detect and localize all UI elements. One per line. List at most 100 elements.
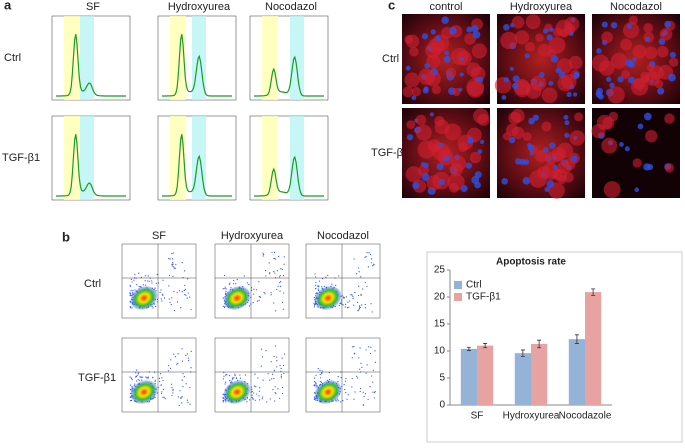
- cell: [569, 130, 585, 146]
- cell: [557, 160, 572, 175]
- nucleus: [421, 173, 430, 181]
- event: [172, 258, 174, 260]
- cell: [525, 14, 541, 30]
- cell: [425, 42, 442, 59]
- event: [154, 397, 156, 399]
- nucleus: [664, 20, 672, 28]
- event: [248, 305, 251, 307]
- event: [130, 399, 132, 402]
- nucleus: [522, 176, 531, 185]
- column-header: Nocodazol: [317, 230, 369, 242]
- event: [252, 398, 254, 400]
- event: [313, 384, 316, 386]
- cell: [631, 78, 649, 96]
- event: [283, 353, 286, 355]
- event: [358, 285, 360, 287]
- event: [144, 280, 146, 282]
- event: [277, 388, 279, 390]
- event: [315, 276, 317, 278]
- event: [282, 275, 285, 277]
- event: [371, 311, 373, 313]
- event: [276, 288, 278, 291]
- event: [374, 350, 376, 352]
- event: [342, 296, 344, 298]
- event: [357, 267, 360, 269]
- column-header: Nocodazol: [610, 1, 662, 13]
- bar: [460, 348, 477, 405]
- event: [283, 292, 285, 294]
- event: [160, 392, 163, 395]
- event: [364, 307, 367, 309]
- nucleus: [668, 73, 676, 82]
- chart-frame: [426, 251, 683, 443]
- cell: [664, 113, 675, 124]
- event: [171, 297, 173, 299]
- event: [189, 403, 191, 405]
- event: [314, 273, 316, 275]
- event: [183, 289, 185, 292]
- event: [136, 369, 138, 371]
- histogram-curve: [162, 34, 232, 97]
- event: [259, 387, 261, 389]
- nucleus: [546, 34, 553, 41]
- nucleus: [523, 159, 530, 165]
- event: [271, 373, 274, 375]
- event: [281, 357, 283, 359]
- event: [319, 373, 321, 376]
- event: [148, 280, 150, 282]
- event: [158, 377, 161, 379]
- nucleus: [524, 53, 530, 59]
- nucleus: [624, 146, 630, 152]
- event: [132, 292, 134, 294]
- y-tick-label: 5: [439, 373, 445, 384]
- event: [353, 258, 355, 260]
- event: [229, 282, 231, 284]
- error-bar: [520, 349, 525, 357]
- event: [243, 275, 245, 277]
- event: [187, 357, 189, 359]
- event: [280, 375, 282, 378]
- event: [156, 273, 158, 276]
- event: [252, 293, 255, 295]
- cell: [548, 36, 566, 54]
- event: [244, 374, 247, 376]
- cell: [529, 170, 548, 188]
- event: [136, 374, 138, 376]
- event: [186, 399, 188, 401]
- event: [359, 305, 361, 307]
- event: [337, 376, 339, 378]
- event: [184, 293, 186, 296]
- error-bar: [574, 334, 579, 344]
- cell: [411, 87, 422, 97]
- row-label: TGF-β1: [78, 372, 116, 384]
- nucleus: [509, 66, 514, 71]
- event: [172, 392, 174, 394]
- event: [317, 289, 320, 292]
- event: [358, 357, 360, 359]
- event: [257, 377, 259, 379]
- event: [171, 265, 173, 267]
- event: [273, 377, 275, 380]
- event: [131, 379, 133, 381]
- bar: [477, 345, 494, 405]
- event: [351, 386, 353, 388]
- event: [321, 278, 324, 280]
- event: [279, 282, 281, 284]
- event: [186, 278, 189, 280]
- cell: [535, 150, 548, 163]
- cell: [632, 158, 642, 168]
- event: [223, 306, 226, 309]
- nucleus: [634, 187, 640, 193]
- event: [179, 397, 181, 399]
- cell: [502, 132, 512, 141]
- event: [364, 303, 366, 306]
- cell: [645, 129, 658, 143]
- event: [275, 393, 277, 395]
- event: [269, 272, 271, 274]
- event: [360, 276, 362, 278]
- event: [174, 356, 177, 358]
- event: [370, 346, 372, 348]
- event: [361, 304, 363, 306]
- nucleus: [632, 57, 637, 62]
- event: [258, 299, 260, 301]
